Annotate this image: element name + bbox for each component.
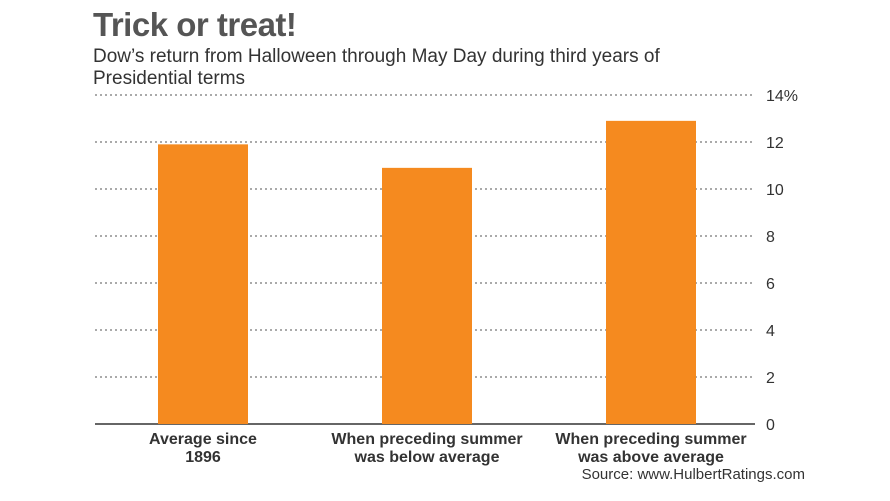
x-tick-label: was above average [577, 449, 724, 466]
source-note: Source: www.HulbertRatings.com [581, 466, 805, 483]
y-tick-label: 0 [766, 417, 775, 434]
bar [382, 167, 472, 424]
bar [158, 144, 248, 424]
x-tick-label: When preceding summer [555, 431, 746, 448]
x-tick-label: Average since [149, 431, 257, 448]
x-tick-label: 1896 [185, 449, 221, 466]
y-tick-label: 6 [766, 276, 775, 293]
y-tick-label: 4 [766, 323, 775, 340]
chart-subtitle: Dow’s return from Halloween through May … [93, 46, 660, 89]
chart-title: Trick or treat! [93, 6, 297, 43]
y-tick-label: 12 [766, 135, 784, 152]
y-tick-label: 8 [766, 229, 775, 246]
x-tick-label: was below average [354, 449, 500, 466]
y-tick-label: 2 [766, 370, 775, 387]
y-tick-label: 14% [766, 88, 798, 105]
x-tick-label: When preceding summer [331, 431, 522, 448]
y-tick-label: 10 [766, 182, 784, 199]
bar [606, 120, 696, 424]
